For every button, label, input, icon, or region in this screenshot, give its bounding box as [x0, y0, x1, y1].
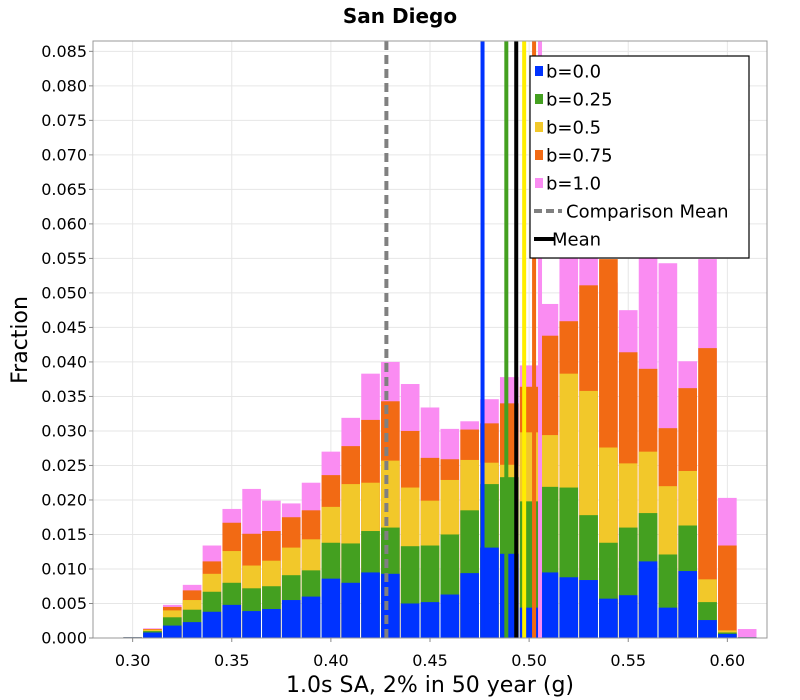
- legend-swatch-b-1-0: [535, 178, 543, 188]
- y-tick-label: 0.040: [41, 352, 87, 371]
- y-tick-label: 0.005: [41, 594, 87, 613]
- bar-b-0-0-24: [599, 598, 618, 638]
- bar-b-0-0-15: [420, 602, 440, 638]
- bar-b-0-0-16: [440, 594, 460, 638]
- bar-b-0-75-29: [698, 348, 717, 638]
- bar-b-0-0-23: [579, 580, 598, 638]
- legend-label-mean: Mean: [552, 230, 601, 251]
- bar-b-0-0-7: [262, 609, 281, 638]
- bar-b-0-0-1: [143, 632, 162, 638]
- y-tick-label: 0.025: [41, 456, 87, 475]
- y-tick-label: 0.060: [41, 214, 87, 233]
- bar-b-0-0-11: [341, 582, 361, 638]
- axes: 0.000 0.005 0.010 0.015 0.020 0.025 0.030 0.035…: [41, 40, 768, 670]
- bar-b-0-0-14: [400, 603, 420, 638]
- x-axis-label: 1.0s SA, 2% in 50 year (g): [286, 673, 574, 698]
- bar-b-0-0-3: [182, 622, 202, 638]
- legend-label-b-0-75: b=0.75: [546, 146, 613, 167]
- y-tick-label: 0.050: [41, 283, 87, 302]
- bar-b-0-0-29: [698, 620, 717, 638]
- bar-b-0-0-9: [301, 596, 321, 638]
- y-axis-label: Fraction: [8, 296, 33, 384]
- y-tick-label: 0.080: [41, 76, 87, 95]
- bar-b-0-0-5: [222, 604, 242, 638]
- legend-label-b-0-0: b=0.0: [546, 62, 601, 83]
- y-tick-label: 0.020: [41, 490, 87, 509]
- bar-b-0-0-26: [638, 561, 658, 638]
- y-tick-label: 0.045: [41, 318, 87, 337]
- legend-swatch-b-0-75: [535, 150, 543, 160]
- legend: b=0.0 b=0.25 b=0.5 b=0.75 b=1.0 Comparison Me…: [529, 55, 750, 259]
- bar-b-0-0-4: [202, 611, 222, 638]
- legend-swatch-b-0-5: [535, 122, 543, 132]
- x-tick-label: 0.40: [313, 651, 349, 670]
- bar-b-0-0-27: [658, 607, 678, 638]
- y-tick-label: 0.070: [41, 145, 87, 164]
- legend-swatch-b-0-0: [535, 66, 543, 76]
- legend-label-comparison-mean: Comparison Mean: [566, 202, 729, 223]
- y-tick-label: 0.065: [41, 180, 87, 199]
- bar-b-0-0-6: [242, 611, 261, 638]
- y-tick-label: 0.010: [41, 559, 87, 578]
- legend-label-b-1-0: b=1.0: [546, 174, 601, 195]
- bar-b-0-0-25: [618, 595, 638, 638]
- x-tick-label: 0.60: [710, 651, 746, 670]
- bar-b-0-0-12: [361, 572, 380, 638]
- x-tick-label: 0.35: [214, 651, 250, 670]
- x-tick-label: 0.30: [115, 651, 151, 670]
- bar-b-0-0-30: [718, 633, 737, 638]
- bar-b-1-0-31: [737, 629, 757, 638]
- y-tick-label: 0.015: [41, 525, 87, 544]
- bar-b-0-0-22: [559, 577, 579, 638]
- bar-b-0-75-30: [718, 545, 737, 638]
- bar-b-0-0-17: [460, 573, 479, 638]
- legend-label-b-0-25: b=0.25: [546, 90, 613, 111]
- y-tick-label: 0.085: [41, 42, 87, 61]
- y-tick-label: 0.000: [41, 629, 87, 648]
- legend-swatch-b-0-25: [535, 94, 543, 104]
- bar-b-0-0-8: [281, 600, 301, 638]
- y-tick-label: 0.030: [41, 421, 87, 440]
- bar-b-0-0-10: [321, 578, 341, 638]
- y-tick-label: 0.055: [41, 249, 87, 268]
- x-tick-label: 0.55: [610, 651, 646, 670]
- legend-box: [529, 55, 750, 259]
- bar-b-0-0-2: [162, 625, 182, 638]
- x-tick-label: 0.45: [412, 651, 448, 670]
- x-tick-label: 0.50: [511, 651, 547, 670]
- chart-title: San Diego: [343, 4, 457, 28]
- bar-b-0-0-13: [381, 573, 400, 638]
- y-tick-label: 0.035: [41, 387, 87, 406]
- bar-b-0-0-18: [480, 547, 499, 638]
- bar-b-0-0-28: [678, 571, 698, 638]
- bar-b-0-0-21: [539, 572, 559, 638]
- y-tick-label: 0.075: [41, 111, 87, 130]
- legend-label-b-0-5: b=0.5: [546, 118, 601, 139]
